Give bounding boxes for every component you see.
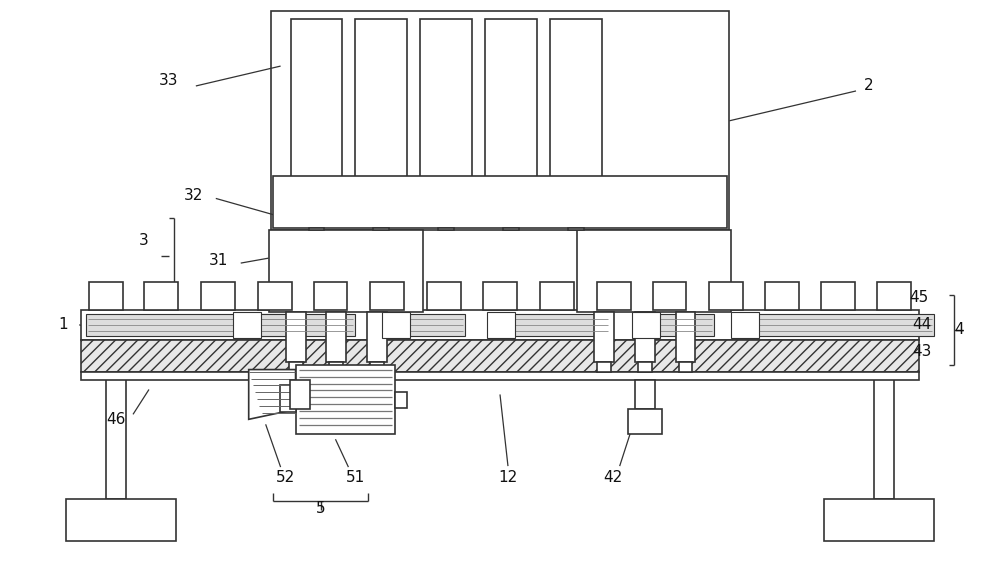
Bar	[635, 379, 655, 409]
Bar	[503, 229, 519, 230]
Bar	[385, 314, 465, 336]
Text: 12: 12	[498, 469, 518, 485]
Bar	[594, 312, 614, 362]
Bar	[568, 229, 584, 230]
Bar	[427, 282, 461, 310]
Bar	[81, 371, 919, 379]
Bar	[821, 282, 855, 310]
Bar	[874, 370, 894, 499]
Bar	[296, 365, 395, 434]
Bar	[734, 314, 934, 336]
Bar	[653, 282, 686, 310]
Bar	[487, 312, 515, 338]
Bar	[314, 282, 347, 310]
Bar	[490, 314, 610, 336]
Bar	[66, 499, 176, 541]
Bar	[597, 362, 611, 371]
Bar	[877, 282, 911, 310]
Bar	[824, 499, 934, 541]
Bar	[395, 392, 407, 408]
Bar	[676, 312, 695, 362]
Bar	[291, 19, 342, 204]
Bar	[550, 19, 602, 204]
Text: 1: 1	[58, 318, 68, 332]
Bar	[271, 11, 729, 230]
Text: 42: 42	[603, 469, 622, 485]
Bar	[370, 362, 384, 371]
Text: 46: 46	[106, 412, 126, 427]
Bar	[201, 282, 235, 310]
Bar	[765, 282, 799, 310]
Text: 4: 4	[954, 322, 964, 337]
Text: 52: 52	[276, 469, 295, 485]
Text: 33: 33	[159, 74, 179, 88]
Bar	[289, 362, 303, 371]
Bar	[370, 282, 404, 310]
Text: 45: 45	[909, 290, 928, 306]
Bar	[577, 230, 731, 312]
Bar	[280, 384, 296, 412]
Bar	[89, 282, 123, 310]
Text: 44: 44	[912, 318, 931, 332]
Bar	[483, 282, 517, 310]
Bar	[597, 282, 631, 310]
Text: 32: 32	[184, 188, 204, 203]
Bar	[731, 312, 759, 338]
Bar	[236, 314, 355, 336]
Bar	[420, 19, 472, 204]
Bar	[144, 282, 178, 310]
Bar	[309, 229, 324, 230]
Bar	[635, 314, 714, 336]
Text: 3: 3	[139, 232, 149, 248]
Bar	[638, 362, 652, 371]
Bar	[258, 282, 292, 310]
Text: 5: 5	[316, 501, 325, 517]
Bar	[86, 314, 286, 336]
Bar	[635, 312, 655, 362]
Bar	[628, 409, 662, 434]
Bar	[540, 282, 574, 310]
Bar	[485, 19, 537, 204]
Bar	[269, 230, 423, 312]
Bar	[382, 312, 410, 338]
Text: 51: 51	[346, 469, 365, 485]
Bar	[271, 379, 289, 409]
Bar	[373, 229, 389, 230]
Text: 2: 2	[864, 78, 874, 94]
Bar	[367, 312, 387, 362]
Bar	[355, 19, 407, 204]
Bar	[438, 229, 454, 230]
Bar	[106, 370, 126, 499]
Bar	[81, 340, 919, 371]
Bar	[329, 362, 343, 371]
Bar	[286, 312, 306, 362]
Text: 31: 31	[209, 253, 228, 268]
Bar	[326, 312, 346, 362]
Bar	[632, 312, 660, 338]
Bar	[679, 362, 692, 371]
Bar	[233, 312, 261, 338]
Bar	[709, 282, 743, 310]
Bar	[273, 176, 727, 229]
Text: 43: 43	[912, 344, 932, 359]
Polygon shape	[249, 370, 296, 420]
Bar	[290, 379, 310, 409]
Bar	[81, 310, 919, 340]
